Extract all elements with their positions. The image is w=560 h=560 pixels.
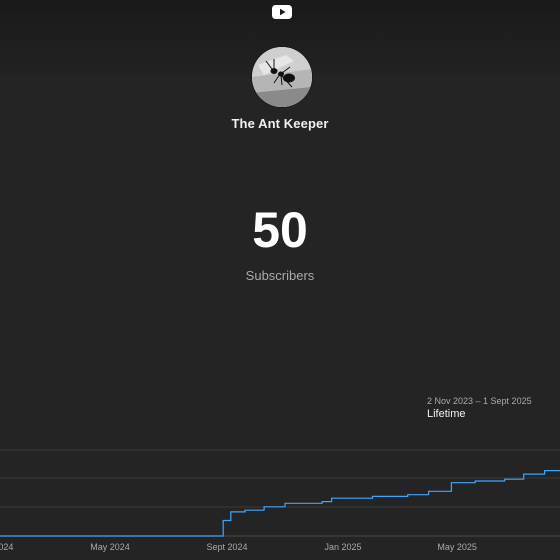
ant-avatar-icon[interactable] [252,47,312,107]
subscriber-chart: Jan 2024 May 2024 Sept 2024 Jan 2025 May 202… [0,449,560,552]
youtube-logo-icon[interactable] [272,5,292,19]
subscriber-line [0,470,560,537]
x-tick-label: Jan 2025 [324,542,361,552]
date-range: 2 Nov 2023 – 1 Sept 2025 [427,396,532,406]
x-tick-label: May 2024 [90,542,130,552]
subscriber-label: Subscribers [245,268,315,283]
x-tick-label: May 2025 [437,542,477,552]
period-label: Lifetime [427,408,466,420]
channel-name[interactable]: The Ant Keeper [231,116,329,131]
x-tick-label: Jan 2024 [0,542,13,552]
subscriber-count: 50 [252,202,308,258]
x-tick-label: Sept 2024 [206,542,247,552]
